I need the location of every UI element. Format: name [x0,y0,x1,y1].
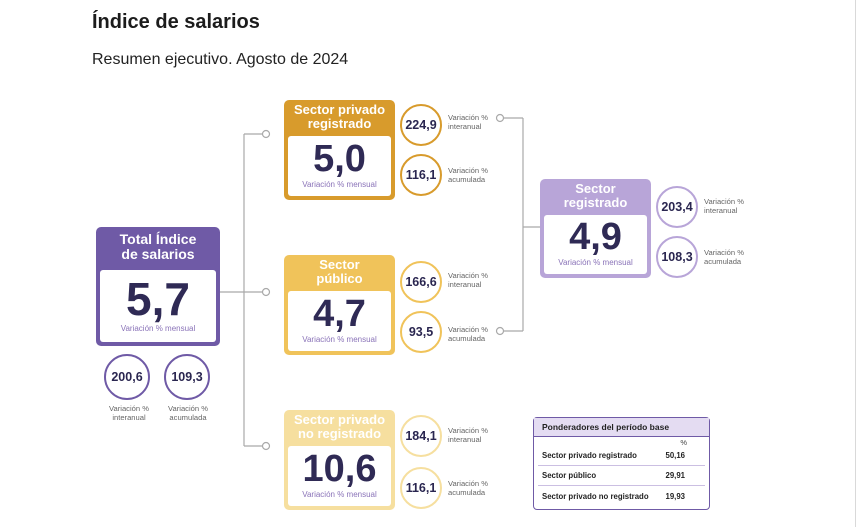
registrado-acumulada-value: 108,3 [661,250,693,264]
node-dot [261,129,271,139]
node-dot [261,287,271,297]
ponderadores-unit: % [680,438,687,447]
publico-title-line2: público [316,270,363,286]
privado-registrado-title-line2: registrado [307,115,372,131]
label-line: acumulada [448,175,486,185]
publico-caption: Variación % mensual [302,335,377,344]
privado-no-registrado-value: 10,6 [302,448,377,490]
privado-no-registrado-title-line1: Sector privado [293,412,386,427]
privado-registrado-interanual-label: Variación % interanual [448,113,488,131]
label-line: Variación % [168,404,208,413]
privado-no-registrado-card: Sector privado no registrado 10,6 Variac… [284,410,395,510]
row-value: 50,16 [665,451,685,460]
label-line: acumulada [448,488,486,498]
row-value: 19,93 [665,492,685,501]
privado-no-registrado-interanual-circle: 184,1 [400,415,442,457]
page-edge-line [855,0,856,527]
registrado-value: 4,9 [569,216,622,258]
privado-registrado-caption: Variación % mensual [302,180,377,189]
total-caption: Variación % mensual [120,324,196,333]
label-line: acumulada [704,257,742,267]
publico-acumulada-label: Variación % acumulada [448,325,488,343]
row-label: Sector privado registrado [542,451,637,460]
publico-card: Sector público 4,7 Variación % mensual [284,255,395,355]
registrado-title-line2: registrado [563,194,628,210]
total-acumulada-circle: 109,3 [164,354,210,400]
label-line: Variación % [448,113,488,122]
label-line: Variación % [448,166,488,175]
privado-no-registrado-title-line2: no registrado [297,425,382,441]
row-label: Sector privado no registrado [542,492,649,501]
node-dot [495,326,505,336]
label-line: Variación % [448,271,488,280]
label-line: acumulada [448,334,486,344]
label-line: interanual [448,280,482,290]
publico-value: 4,7 [313,293,366,335]
label-line: Variación % [448,325,488,334]
label-line: Variación % [448,479,488,488]
privado-registrado-acumulada-value: 116,1 [405,168,437,182]
label-line: interanual [448,435,482,445]
privado-no-registrado-interanual-value: 184,1 [405,429,437,443]
publico-interanual-circle: 166,6 [400,261,442,303]
registrado-caption: Variación % mensual [558,258,633,267]
table-row: Sector público 29,91 [542,471,685,480]
node-dot [495,113,505,123]
privado-registrado-interanual-value: 224,9 [405,118,437,132]
registrado-interanual-label: Variación % interanual [704,197,744,215]
total-title-line1: Total Índice [119,231,197,247]
table-row: Sector privado no registrado 19,93 [542,492,685,501]
privado-no-registrado-acumulada-circle: 116,1 [400,467,442,509]
privado-registrado-value: 5,0 [313,138,366,180]
publico-interanual-label: Variación % interanual [448,271,488,289]
publico-title-line1: Sector [319,257,360,272]
ponderadores-table: Ponderadores del período base % Sector p… [533,417,710,510]
publico-acumulada-circle: 93,5 [400,311,442,353]
total-acumulada-label: Variación % acumulada [162,404,214,422]
privado-no-registrado-caption: Variación % mensual [302,490,377,499]
total-index-card: Total Índice de salarios 5,7 Variación %… [96,227,220,346]
privado-no-registrado-acumulada-label: Variación % acumulada [448,479,488,497]
label-line: Variación % [109,404,149,413]
total-value: 5,7 [126,273,190,325]
registrado-interanual-value: 203,4 [661,200,693,214]
label-line: interanual [448,122,482,132]
label-line: Variación % [448,426,488,435]
publico-acumulada-value: 93,5 [408,325,434,339]
privado-registrado-acumulada-label: Variación % acumulada [448,166,488,184]
privado-registrado-card: Sector privado registrado 5,0 Variación … [284,100,395,200]
total-interanual-label: Variación % interanual [104,404,154,422]
row-value: 29,91 [665,471,685,480]
label-line: Variación % [704,197,744,206]
registrado-card: Sector registrado 4,9 Variación % mensua… [540,179,651,278]
total-title-line2: de salarios [121,245,195,262]
registrado-title-line1: Sector [575,181,616,196]
node-dot [261,441,271,451]
registrado-acumulada-circle: 108,3 [656,236,698,278]
row-label: Sector público [542,471,597,480]
page-title: Índice de salarios [92,11,260,33]
total-interanual-value: 200,6 [111,370,143,384]
privado-registrado-interanual-circle: 224,9 [400,104,442,146]
total-acumulada-value: 109,3 [171,370,203,384]
table-row: Sector privado registrado 50,16 [542,451,685,460]
row-divider [538,465,705,466]
privado-no-registrado-interanual-label: Variación % interanual [448,426,488,444]
ponderadores-title: Ponderadores del período base [534,418,709,437]
page-subtitle: Resumen ejecutivo. Agosto de 2024 [92,51,349,68]
label-line: interanual [704,206,738,216]
row-divider [538,485,705,486]
label-line: interanual [112,413,146,423]
publico-interanual-value: 166,6 [405,275,437,289]
privado-registrado-title-line1: Sector privado [293,102,386,117]
registrado-acumulada-label: Variación % acumulada [704,248,744,266]
label-line: acumulada [169,413,207,423]
total-interanual-circle: 200,6 [104,354,150,400]
label-line: Variación % [704,248,744,257]
privado-no-registrado-acumulada-value: 116,1 [405,481,437,495]
registrado-interanual-circle: 203,4 [656,186,698,228]
privado-registrado-acumulada-circle: 116,1 [400,154,442,196]
